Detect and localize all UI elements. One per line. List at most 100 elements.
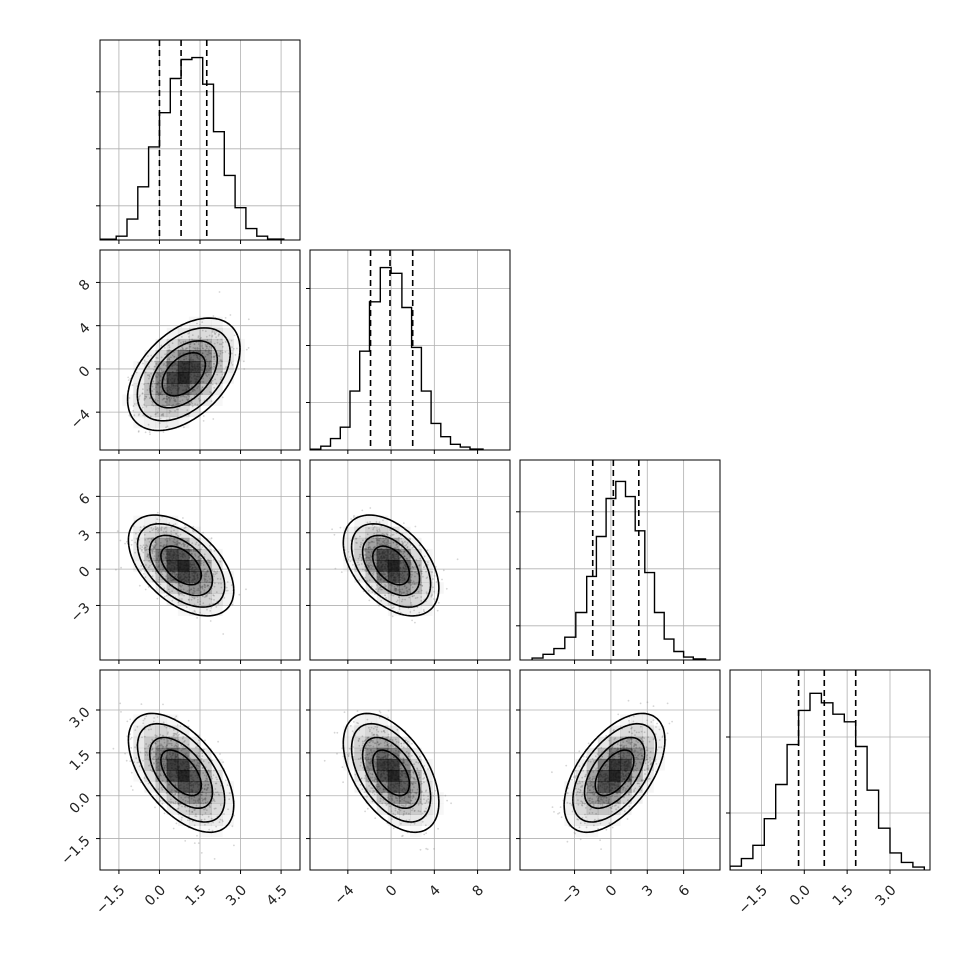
scatter-point — [178, 542, 181, 544]
scatter-point — [216, 791, 219, 793]
scatter-point — [226, 581, 229, 583]
scatter-point — [159, 393, 161, 395]
scatter-point — [174, 784, 177, 786]
scatter-point — [201, 794, 203, 797]
scatter-point — [198, 734, 201, 737]
scatter-point — [204, 578, 207, 581]
scatter-point — [358, 563, 360, 566]
scatter-point — [146, 555, 149, 558]
scatter-point — [206, 778, 208, 781]
density-cell — [398, 593, 411, 605]
scatter-point — [169, 410, 172, 413]
scatter-point — [151, 550, 154, 553]
contour-level-2 — [350, 523, 432, 608]
density-cell — [354, 526, 366, 539]
scatter-point — [411, 802, 414, 805]
scatter-point — [425, 799, 428, 802]
scatter-point — [220, 364, 222, 367]
scatter-point — [380, 583, 383, 585]
scatter-point — [224, 351, 227, 353]
scatter-point — [197, 343, 200, 345]
scatter-point — [228, 352, 230, 355]
scatter-point — [225, 586, 228, 589]
scatter-point — [153, 559, 156, 562]
scatter-point — [407, 794, 410, 797]
density-cell — [166, 792, 179, 804]
scatter-point — [368, 579, 371, 582]
scatter-point — [363, 749, 366, 752]
scatter-point — [203, 589, 206, 591]
scatter-point — [142, 406, 144, 409]
scatter-point — [410, 604, 413, 607]
scatter-point — [206, 345, 209, 348]
scatter-point — [144, 588, 147, 591]
scatter-point — [154, 572, 157, 574]
histogram-frame — [309, 249, 511, 451]
scatter-point — [199, 591, 202, 594]
density-panel-2-1 — [306, 459, 511, 664]
density-cell — [177, 582, 190, 594]
pair-content — [100, 670, 300, 870]
scatter-point — [180, 796, 183, 799]
scatter-point — [162, 546, 165, 548]
scatter-point — [159, 753, 161, 756]
scatter-point — [220, 376, 223, 379]
scatter-point — [159, 372, 162, 375]
scatter-point — [200, 562, 203, 565]
scatter-point — [388, 542, 391, 545]
scatter-point — [198, 798, 201, 801]
scatter-point — [389, 584, 391, 586]
scatter-point — [369, 564, 372, 566]
scatter-point — [164, 526, 167, 529]
scatter-point — [147, 566, 150, 569]
scatter-point — [218, 794, 221, 797]
scatter-point — [386, 534, 389, 536]
scatter-point — [359, 535, 361, 538]
scatter-point — [204, 823, 206, 826]
scatter-point — [163, 363, 166, 365]
scatter-point — [154, 545, 157, 548]
scatter-point — [145, 743, 148, 745]
scatter-point — [366, 521, 369, 524]
scatter-point — [137, 761, 140, 764]
scatter-point — [197, 842, 200, 844]
scatter-point — [158, 744, 161, 747]
scatter-point — [196, 347, 199, 349]
scatter-point — [208, 603, 211, 606]
density-cell — [376, 537, 389, 550]
scatter-point — [405, 812, 408, 815]
scatter-point — [194, 611, 196, 613]
scatter-point — [213, 793, 216, 796]
density-cell — [222, 582, 234, 594]
density-cell — [155, 515, 168, 528]
scatter-point — [221, 820, 224, 823]
scatter-point — [375, 784, 377, 787]
density-cell — [354, 571, 366, 583]
scatter-point — [408, 588, 411, 591]
density-cell — [155, 537, 168, 550]
scatter-point — [227, 808, 230, 811]
scatter-point — [405, 557, 408, 560]
scatter-point — [185, 398, 188, 401]
scatter-point — [363, 795, 366, 798]
scatter-point — [160, 414, 163, 417]
scatter-point — [359, 784, 362, 786]
scatter-point — [369, 507, 372, 509]
scatter-point — [408, 596, 411, 599]
scatter-point — [371, 541, 374, 543]
scatter-point — [431, 571, 433, 573]
scatter-point — [204, 330, 207, 333]
scatter-point — [194, 815, 197, 817]
scatter-point — [175, 533, 178, 535]
scatter-point — [398, 608, 401, 611]
density-panel-2-0 — [96, 459, 301, 664]
scatter-point — [155, 376, 158, 379]
scatter-point — [189, 546, 192, 549]
scatter-point — [140, 548, 143, 551]
scatter-point — [214, 333, 216, 335]
scatter-point — [181, 593, 184, 596]
scatter-point — [194, 347, 197, 350]
density-cell — [211, 593, 223, 605]
scatter-point — [170, 739, 172, 742]
scatter-point — [396, 543, 398, 545]
